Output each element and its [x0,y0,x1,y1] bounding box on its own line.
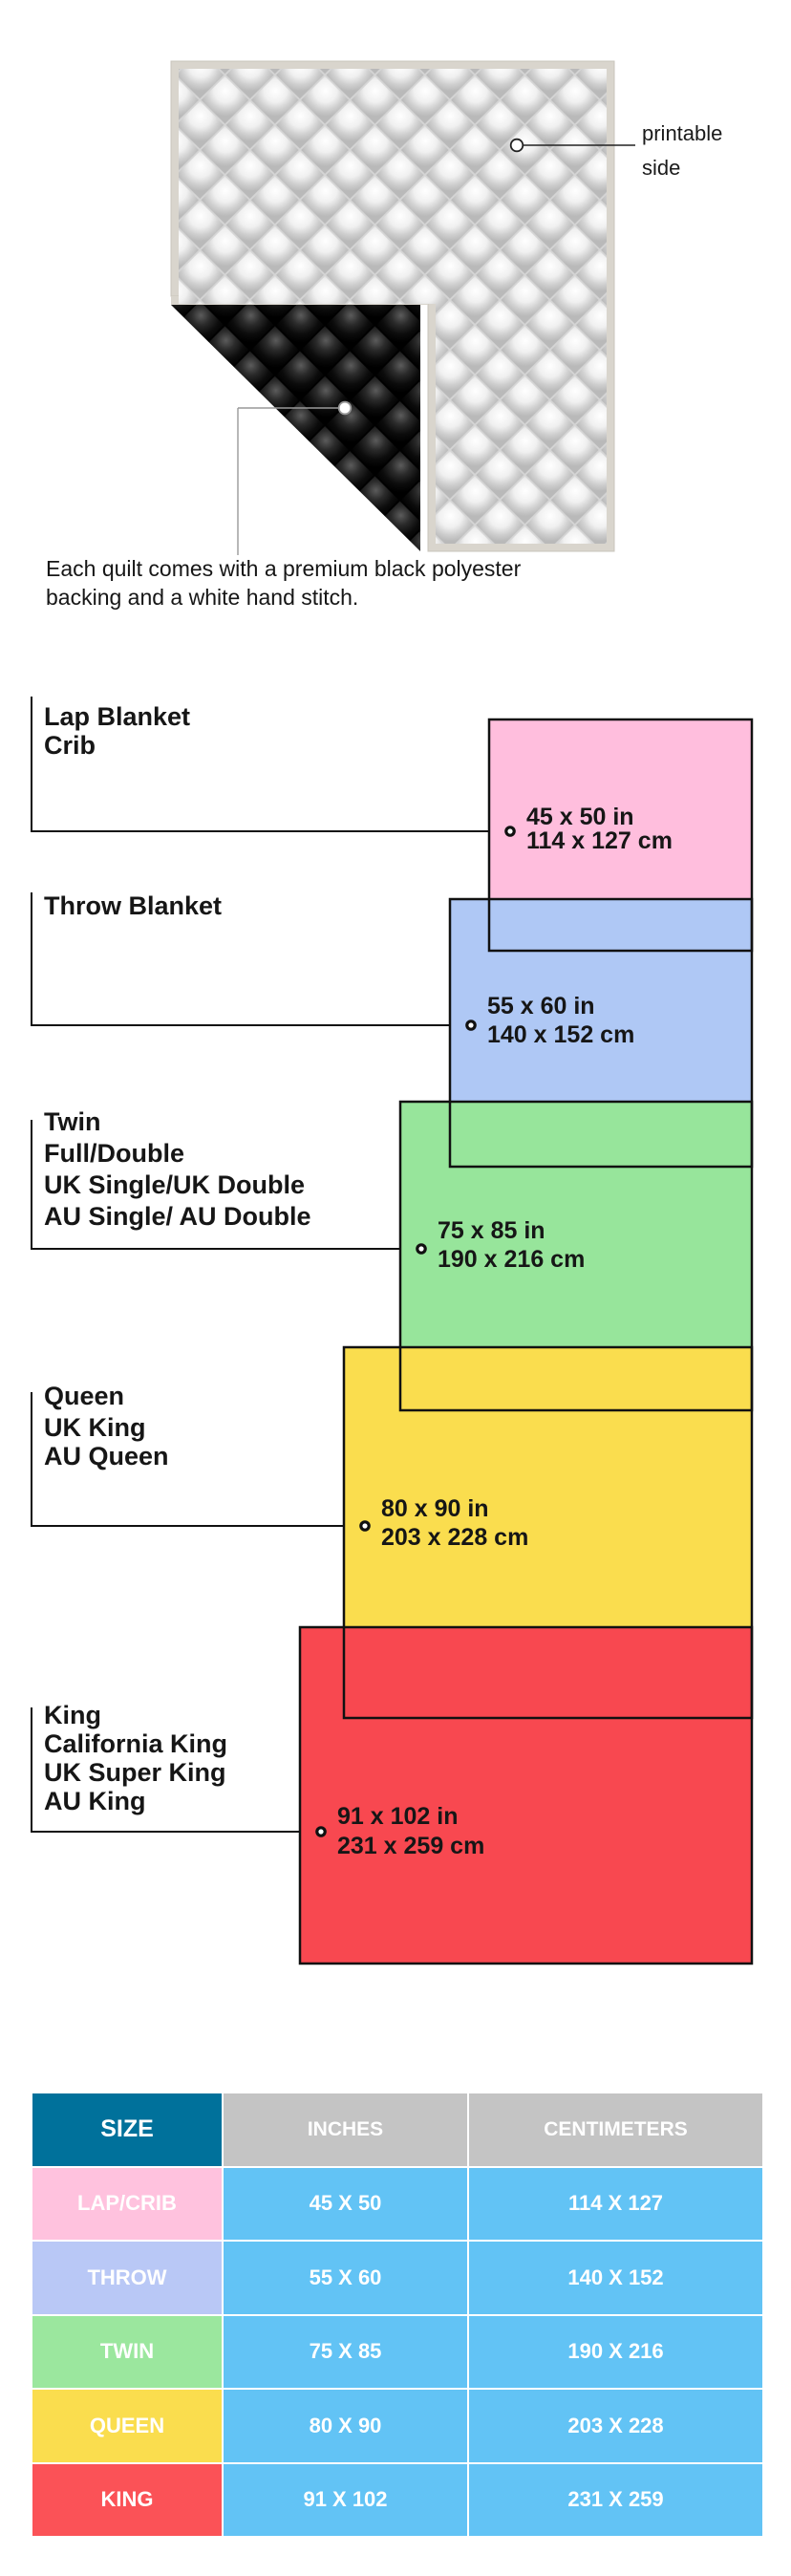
svg-text:King: King [44,1701,101,1729]
svg-text:UK Single/UK Double: UK Single/UK Double [44,1170,305,1199]
svg-text:AU King: AU King [44,1787,145,1815]
svg-text:114 x 127 cm: 114 x 127 cm [526,827,673,854]
svg-text:75 x 85 in: 75 x 85 in [438,1217,545,1244]
svg-text:Queen: Queen [44,1382,124,1410]
svg-text:California King: California King [44,1729,227,1758]
svg-text:AU Single/ AU Double: AU Single/ AU Double [44,1202,311,1231]
svg-text:UK Super King: UK Super King [44,1758,226,1787]
svg-text:Lap Blanket: Lap Blanket [44,702,190,731]
svg-text:231 x 259 cm: 231 x 259 cm [337,1833,484,1859]
svg-text:Twin: Twin [44,1107,100,1136]
svg-text:203 x 228 cm: 203 x 228 cm [381,1524,528,1551]
svg-text:190 x 216 cm: 190 x 216 cm [438,1246,585,1273]
svg-text:45 x 50 in: 45 x 50 in [526,804,634,830]
svg-text:Crib: Crib [44,731,96,760]
svg-text:Full/Double: Full/Double [44,1139,184,1168]
svg-text:Throw Blanket: Throw Blanket [44,891,222,920]
svg-text:55 x 60 in: 55 x 60 in [487,993,595,1020]
svg-text:80 x 90 in: 80 x 90 in [381,1495,489,1522]
svg-text:91 x 102 in: 91 x 102 in [337,1803,458,1830]
svg-text:140 x 152 cm: 140 x 152 cm [487,1021,634,1048]
svg-text:AU Queen: AU Queen [44,1442,169,1470]
svg-text:UK King: UK King [44,1413,145,1442]
